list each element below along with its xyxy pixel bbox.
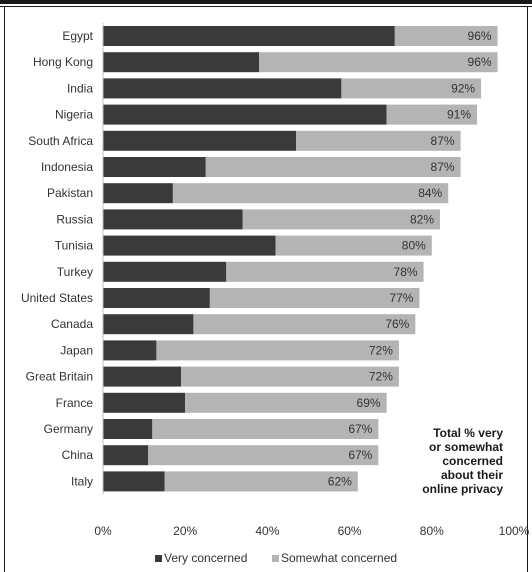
- total-label-south-africa: 87%: [431, 134, 455, 148]
- total-label-nigeria: 91%: [447, 108, 471, 122]
- bar-tunisia-somewhat-concerned: [275, 235, 432, 256]
- total-label-united-states: 77%: [389, 291, 413, 305]
- x-tick-label-0: 0%: [94, 524, 112, 538]
- total-label-hong-kong: 96%: [468, 55, 492, 69]
- x-tick-label-20: 20%: [173, 524, 197, 538]
- legend-swatch-very-concerned: [155, 555, 162, 562]
- bar-india-somewhat-concerned: [341, 78, 482, 99]
- total-label-indonesia: 87%: [431, 160, 455, 174]
- bar-nigeria-very-concerned: [103, 104, 387, 125]
- bar-indonesia-very-concerned: [103, 157, 206, 177]
- total-label-france: 69%: [357, 396, 381, 410]
- category-label-turkey: Turkey: [57, 265, 93, 279]
- total-label-pakistan: 84%: [418, 186, 442, 200]
- bar-china-very-concerned: [103, 445, 149, 466]
- total-label-india: 92%: [451, 81, 475, 95]
- bar-russia-somewhat-concerned: [242, 209, 441, 230]
- bar-turkey-somewhat-concerned: [226, 261, 424, 282]
- category-label-united-states: United States: [21, 291, 93, 305]
- annotation-text: Total % very or somewhat concerned about th…: [422, 426, 503, 496]
- bar-japan-very-concerned: [103, 340, 157, 361]
- category-label-germany: Germany: [44, 422, 93, 436]
- total-labels-group: 96% 96% 92% 91% 87% 87% 84% 82% 80% 78% 77% 76% 72% 7…: [328, 29, 492, 488]
- bar-united-states-somewhat-concerned: [209, 288, 420, 308]
- bar-hong-kong-very-concerned: [103, 52, 260, 73]
- bar-france-very-concerned: [103, 392, 186, 413]
- bar-india-very-concerned: [103, 78, 342, 99]
- annotation-line: or somewhat: [429, 440, 503, 454]
- bar-great-britain-somewhat-concerned: [181, 366, 399, 387]
- x-tick-label-40: 40%: [255, 524, 279, 538]
- bar-china-somewhat-concerned: [148, 445, 379, 466]
- legend-swatch-somewhat-concerned: [272, 555, 279, 562]
- total-label-germany: 67%: [348, 422, 372, 436]
- category-label-china: China: [62, 448, 94, 462]
- category-label-great-britain: Great Britain: [26, 370, 93, 384]
- category-label-canada: Canada: [51, 317, 93, 331]
- total-label-tunisia: 80%: [402, 239, 426, 253]
- bar-france-somewhat-concerned: [185, 392, 387, 413]
- bar-russia-very-concerned: [103, 209, 243, 230]
- category-label-nigeria: Nigeria: [55, 108, 93, 122]
- category-label-egypt: Egypt: [62, 29, 93, 43]
- category-label-russia: Russia: [56, 212, 93, 226]
- category-label-france: France: [56, 396, 94, 410]
- category-label-tunisia: Tunisia: [55, 239, 94, 253]
- bar-pakistan-somewhat-concerned: [172, 183, 449, 204]
- bar-egypt-somewhat-concerned: [394, 26, 498, 46]
- bar-egypt-very-concerned: [103, 26, 395, 46]
- total-label-japan: 72%: [369, 343, 393, 357]
- x-tick-label-80: 80%: [420, 524, 444, 538]
- annotation-line: online privacy: [422, 482, 503, 496]
- total-label-china: 67%: [348, 448, 372, 462]
- category-label-japan: Japan: [60, 343, 93, 357]
- bar-italy-very-concerned: [103, 471, 165, 492]
- total-label-italy: 62%: [328, 474, 352, 488]
- x-tick-label-100: 100%: [499, 524, 530, 538]
- legend-label-somewhat-concerned: Somewhat concerned: [281, 551, 397, 565]
- bar-canada-somewhat-concerned: [193, 314, 416, 335]
- total-label-turkey: 78%: [394, 265, 418, 279]
- bar-tunisia-very-concerned: [103, 235, 276, 256]
- frame-top-border: [0, 0, 532, 4]
- total-label-russia: 82%: [410, 212, 434, 226]
- x-tick-labels-group: 0% 20% 40% 60% 80% 100%: [94, 524, 529, 538]
- category-label-pakistan: Pakistan: [47, 186, 93, 200]
- frame-left-border: [4, 7, 5, 572]
- total-label-great-britain: 72%: [369, 370, 393, 384]
- bar-canada-very-concerned: [103, 314, 194, 335]
- bar-indonesia-somewhat-concerned: [205, 157, 461, 177]
- bar-germany-very-concerned: [103, 419, 153, 439]
- frame-right-border: [527, 7, 528, 572]
- category-label-south-africa: South Africa: [28, 134, 93, 148]
- x-tick-label-60: 60%: [338, 524, 362, 538]
- total-label-egypt: 96%: [468, 29, 492, 43]
- bar-germany-somewhat-concerned: [152, 419, 379, 439]
- bar-south-africa-very-concerned: [103, 130, 297, 151]
- legend: Very concerned Somewhat concerned: [155, 551, 397, 565]
- category-labels-group: Egypt Hong Kong India Nigeria South Africa In…: [21, 29, 94, 488]
- bar-united-states-very-concerned: [103, 288, 210, 308]
- legend-label-very-concerned: Very concerned: [164, 551, 247, 565]
- bar-nigeria-somewhat-concerned: [386, 104, 478, 125]
- category-label-hong-kong: Hong Kong: [33, 55, 93, 69]
- annotation-line: concerned: [442, 454, 503, 468]
- category-label-indonesia: Indonesia: [41, 160, 93, 174]
- annotation-line: Total % very: [433, 426, 503, 440]
- bar-pakistan-very-concerned: [103, 183, 173, 204]
- annotation-line: about their: [441, 468, 503, 482]
- bar-hong-kong-somewhat-concerned: [259, 52, 498, 73]
- total-label-canada: 76%: [385, 317, 409, 331]
- bar-great-britain-very-concerned: [103, 366, 182, 387]
- category-label-italy: Italy: [71, 474, 93, 488]
- category-label-india: India: [67, 81, 93, 95]
- bar-turkey-very-concerned: [103, 261, 227, 282]
- frame-top-border-thin: [0, 6, 532, 7]
- bars-group: [103, 26, 498, 492]
- bar-south-africa-somewhat-concerned: [296, 130, 461, 151]
- bar-italy-somewhat-concerned: [164, 471, 358, 492]
- bar-japan-somewhat-concerned: [156, 340, 399, 361]
